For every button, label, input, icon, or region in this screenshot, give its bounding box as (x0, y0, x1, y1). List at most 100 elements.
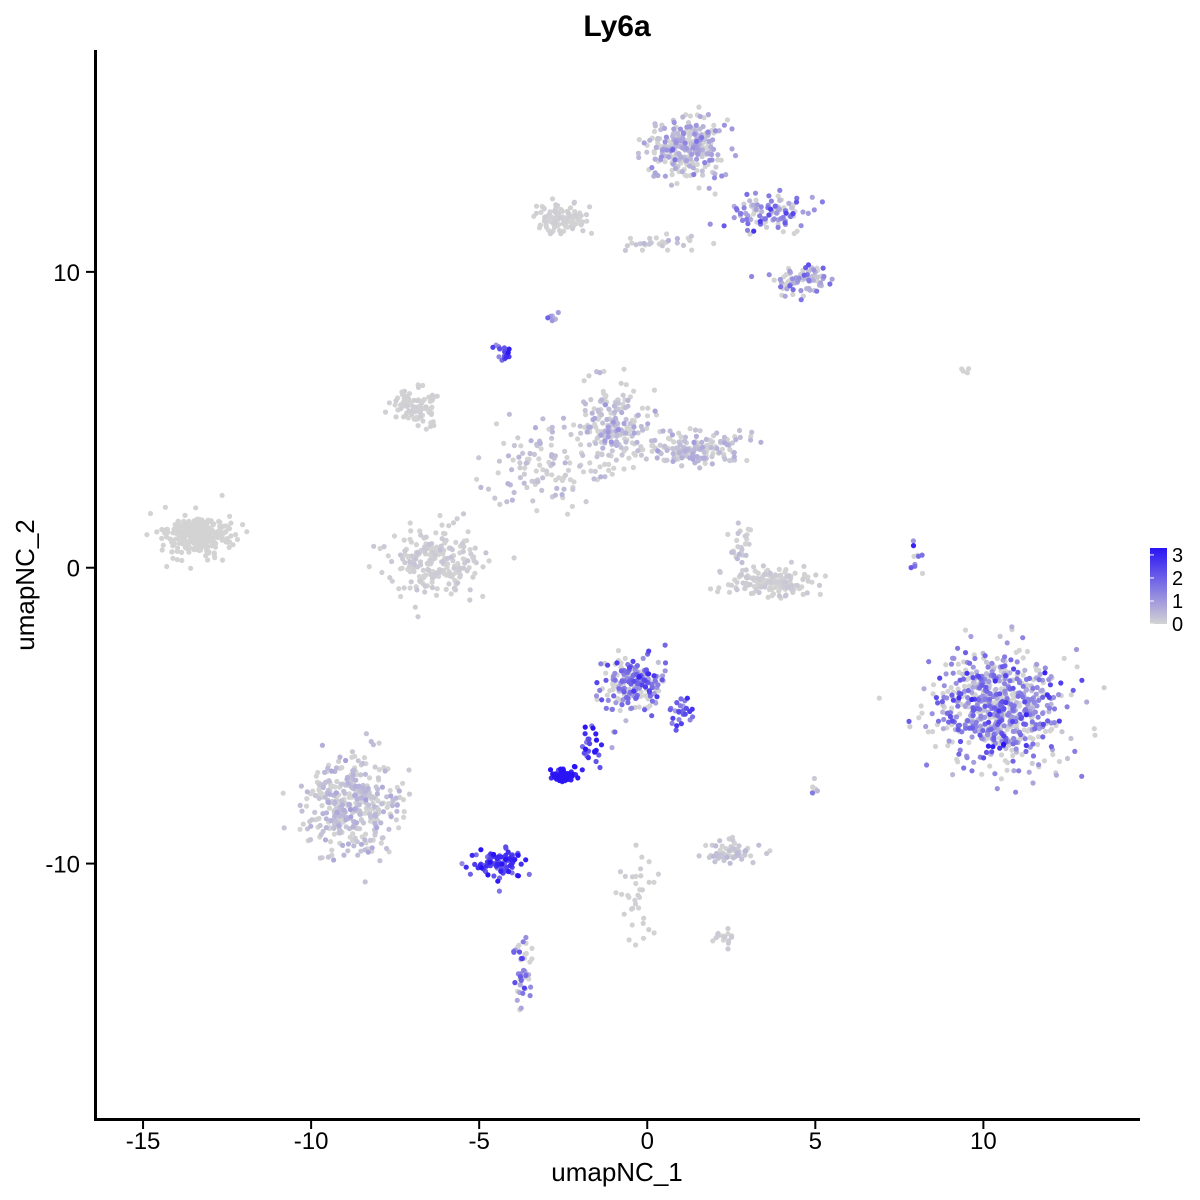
data-point (450, 520, 457, 526)
data-point (567, 205, 574, 211)
data-point (926, 659, 932, 665)
data-point (997, 633, 1003, 640)
data-point (581, 750, 587, 756)
data-point (506, 411, 512, 417)
data-point (322, 769, 328, 776)
data-point (1035, 734, 1042, 740)
data-point (164, 534, 170, 540)
data-point (988, 726, 994, 732)
data-point (711, 175, 718, 181)
data-point (569, 226, 576, 232)
data-point (571, 199, 578, 205)
data-point (212, 555, 218, 561)
data-point (560, 778, 566, 784)
data-point (422, 583, 428, 589)
data-point (548, 442, 554, 448)
data-point (518, 443, 524, 449)
data-point (748, 590, 755, 597)
data-point (540, 416, 546, 422)
data-point (667, 436, 673, 442)
data-point (343, 817, 349, 823)
data-point (350, 768, 356, 774)
data-point (1029, 760, 1035, 767)
data-point (969, 768, 975, 774)
data-point (554, 776, 560, 782)
data-point (630, 658, 636, 665)
data-point (705, 112, 712, 118)
data-point (337, 754, 343, 760)
data-point (357, 811, 363, 818)
data-point (348, 814, 354, 820)
data-point (642, 707, 648, 713)
data-point (578, 442, 584, 448)
data-point (401, 809, 407, 815)
y-tick-label: 0 (67, 556, 80, 583)
data-point (556, 475, 562, 481)
data-point (362, 837, 368, 843)
data-point (678, 138, 684, 144)
y-axis-ticks: 10 0 -10 (45, 260, 94, 879)
data-point (416, 574, 423, 580)
data-point (307, 837, 314, 843)
data-point (682, 711, 688, 717)
data-point (724, 117, 731, 123)
data-point (343, 757, 349, 764)
data-point (691, 439, 697, 445)
x-axis-ticks: -15 -10 -5 0 5 10 (126, 1121, 997, 1155)
data-point (691, 171, 697, 178)
data-point (521, 471, 528, 477)
data-point (970, 712, 976, 719)
data-point (950, 670, 956, 676)
data-point (598, 742, 605, 748)
data-point (674, 723, 680, 729)
data-point (382, 768, 388, 774)
data-point (687, 237, 693, 244)
data-point (429, 579, 435, 585)
data-point (572, 764, 578, 770)
data-point (426, 541, 432, 547)
data-point (809, 273, 816, 279)
data-point (727, 446, 733, 453)
data-point (539, 487, 545, 493)
data-point (923, 723, 929, 730)
data-point (418, 414, 424, 420)
data-point (375, 775, 381, 781)
data-point (957, 738, 964, 745)
data-point (649, 443, 655, 449)
data-point (993, 686, 999, 693)
data-point (1020, 635, 1026, 641)
data-point (636, 137, 642, 143)
data-point (768, 206, 774, 212)
data-point (712, 171, 718, 177)
data-point (642, 678, 648, 684)
data-point (403, 393, 409, 399)
data-point (960, 671, 966, 678)
data-point (955, 727, 961, 733)
data-point (334, 809, 340, 816)
data-point (401, 585, 407, 591)
data-point (556, 215, 563, 221)
data-point (682, 448, 688, 454)
data-point (634, 663, 641, 669)
data-point (775, 224, 781, 230)
x-axis-label: umapNC_1 (551, 1157, 683, 1187)
data-point (1003, 699, 1009, 706)
data-point (965, 718, 971, 724)
data-point (725, 926, 731, 932)
data-point (626, 894, 632, 900)
data-point (810, 784, 816, 790)
data-point (654, 455, 660, 461)
data-point (986, 679, 992, 685)
data-point (728, 582, 735, 588)
data-point (451, 565, 457, 571)
data-point (213, 540, 219, 547)
data-point (632, 452, 638, 458)
data-point (463, 864, 469, 870)
data-point (444, 564, 450, 571)
data-point (577, 423, 583, 429)
data-point (1030, 741, 1036, 747)
data-point (962, 650, 969, 656)
data-point (393, 817, 399, 823)
data-point (994, 655, 1000, 662)
